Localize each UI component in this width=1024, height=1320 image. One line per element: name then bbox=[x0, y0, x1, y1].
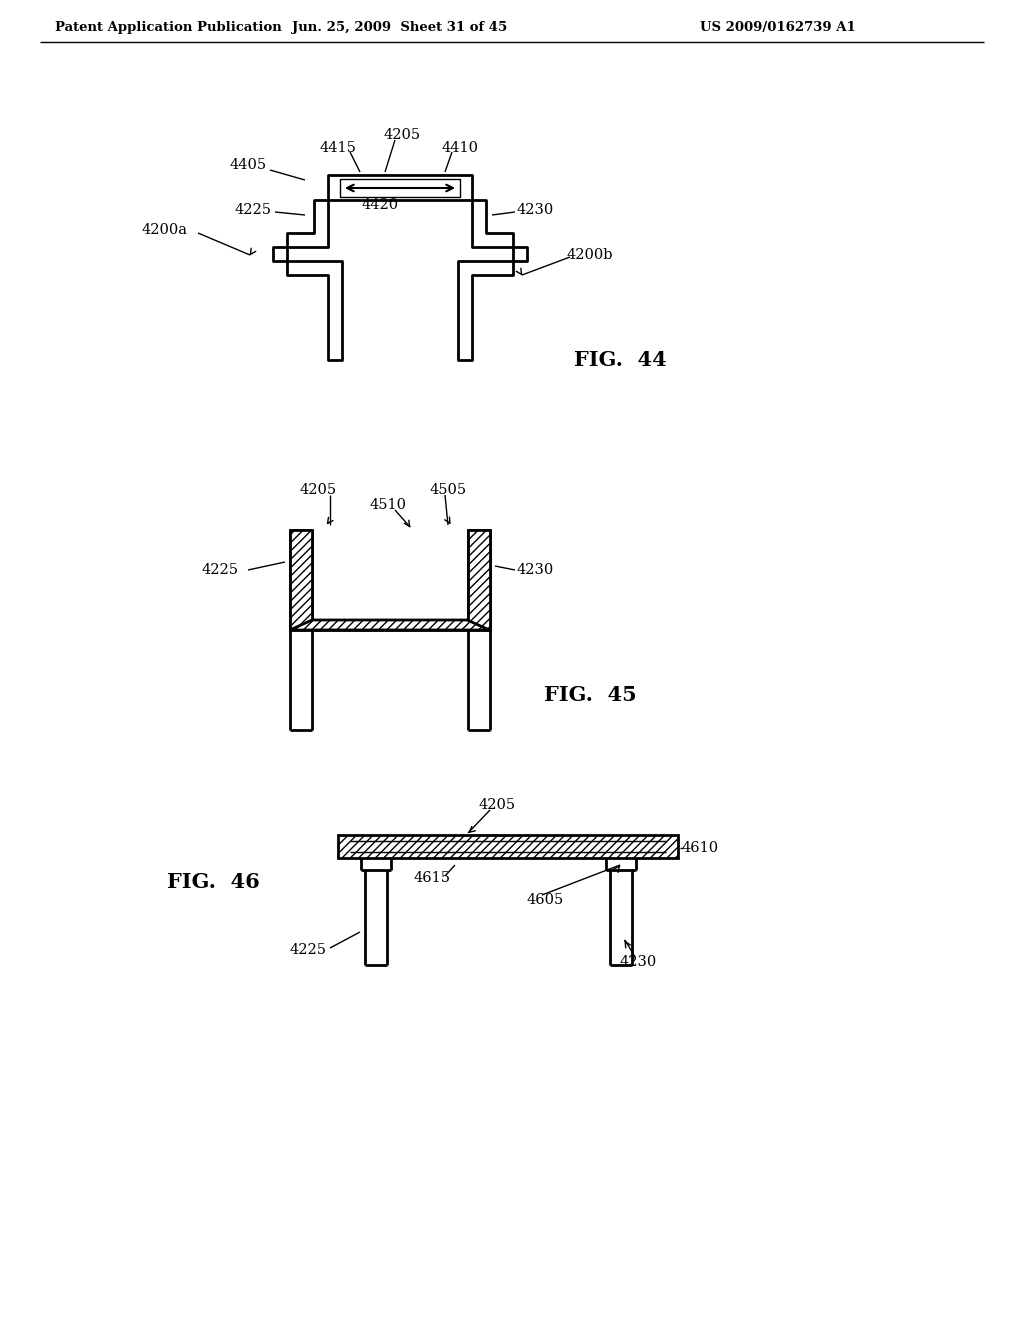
Text: 4510: 4510 bbox=[370, 498, 407, 512]
PathPatch shape bbox=[338, 836, 678, 858]
PathPatch shape bbox=[290, 531, 312, 630]
Text: 4605: 4605 bbox=[526, 894, 563, 907]
Text: 4230: 4230 bbox=[516, 564, 554, 577]
PathPatch shape bbox=[468, 531, 490, 630]
Text: US 2009/0162739 A1: US 2009/0162739 A1 bbox=[700, 21, 856, 34]
Text: 4205: 4205 bbox=[299, 483, 337, 498]
Text: FIG.  44: FIG. 44 bbox=[573, 350, 667, 370]
Text: 4225: 4225 bbox=[290, 942, 327, 957]
Text: 4205: 4205 bbox=[383, 128, 421, 143]
Text: 4405: 4405 bbox=[229, 158, 266, 172]
Text: 4200b: 4200b bbox=[566, 248, 613, 261]
Text: Jun. 25, 2009  Sheet 31 of 45: Jun. 25, 2009 Sheet 31 of 45 bbox=[293, 21, 508, 34]
Text: 4200a: 4200a bbox=[142, 223, 188, 238]
Text: 4225: 4225 bbox=[202, 564, 239, 577]
Text: 4230: 4230 bbox=[516, 203, 554, 216]
Text: FIG.  45: FIG. 45 bbox=[544, 685, 636, 705]
Text: 4410: 4410 bbox=[441, 141, 478, 154]
Text: FIG.  46: FIG. 46 bbox=[167, 873, 259, 892]
Text: 4505: 4505 bbox=[429, 483, 467, 498]
Text: 4225: 4225 bbox=[234, 203, 271, 216]
Text: 4615: 4615 bbox=[414, 871, 451, 884]
Text: 4420: 4420 bbox=[361, 198, 398, 213]
Text: 4415: 4415 bbox=[319, 141, 356, 154]
Text: 4230: 4230 bbox=[620, 954, 656, 969]
Text: 4205: 4205 bbox=[478, 799, 515, 812]
PathPatch shape bbox=[290, 620, 490, 630]
Text: Patent Application Publication: Patent Application Publication bbox=[55, 21, 282, 34]
Text: 4610: 4610 bbox=[681, 841, 719, 855]
